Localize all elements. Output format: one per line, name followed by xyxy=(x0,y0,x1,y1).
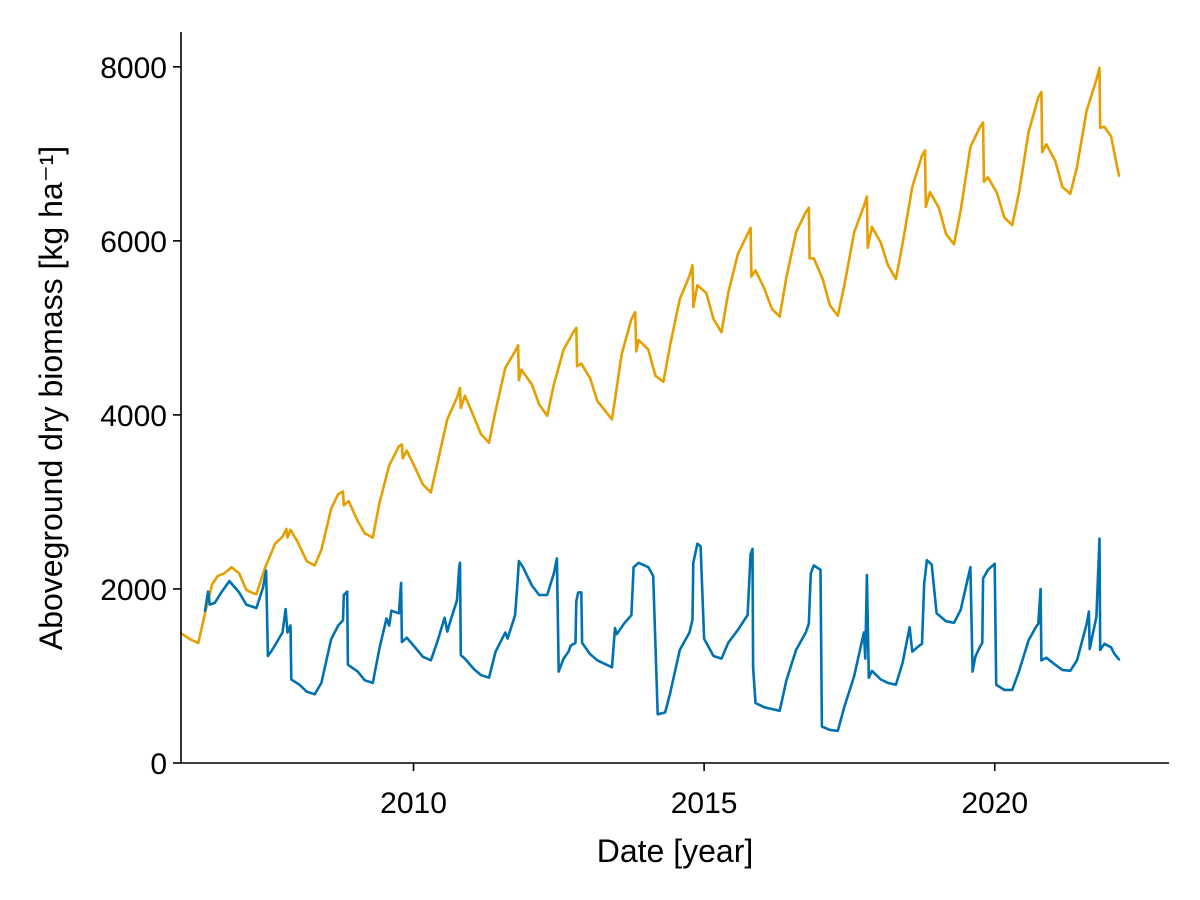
y-tick-label: 2000 xyxy=(100,574,167,607)
x-tick-label: 2010 xyxy=(380,787,447,820)
y-tick-label: 4000 xyxy=(100,400,167,433)
y-axis-title: Aboveground dry biomass [kg ha⁻¹] xyxy=(33,146,69,650)
x-ticks: 2010 2015 2020 xyxy=(380,763,1028,820)
y-tick-label: 6000 xyxy=(100,226,167,259)
y-ticks: 0 2000 4000 6000 8000 xyxy=(100,52,181,781)
series-line-1 xyxy=(179,66,1121,645)
y-tick-label: 0 xyxy=(150,748,167,781)
series-layer xyxy=(179,66,1121,733)
x-axis-title: Date [year] xyxy=(597,833,754,869)
series-line-2 xyxy=(203,537,1121,733)
y-tick-label: 8000 xyxy=(100,52,167,85)
plot-area xyxy=(179,66,1121,733)
x-tick-label: 2020 xyxy=(961,787,1028,820)
x-tick-label: 2015 xyxy=(671,787,738,820)
